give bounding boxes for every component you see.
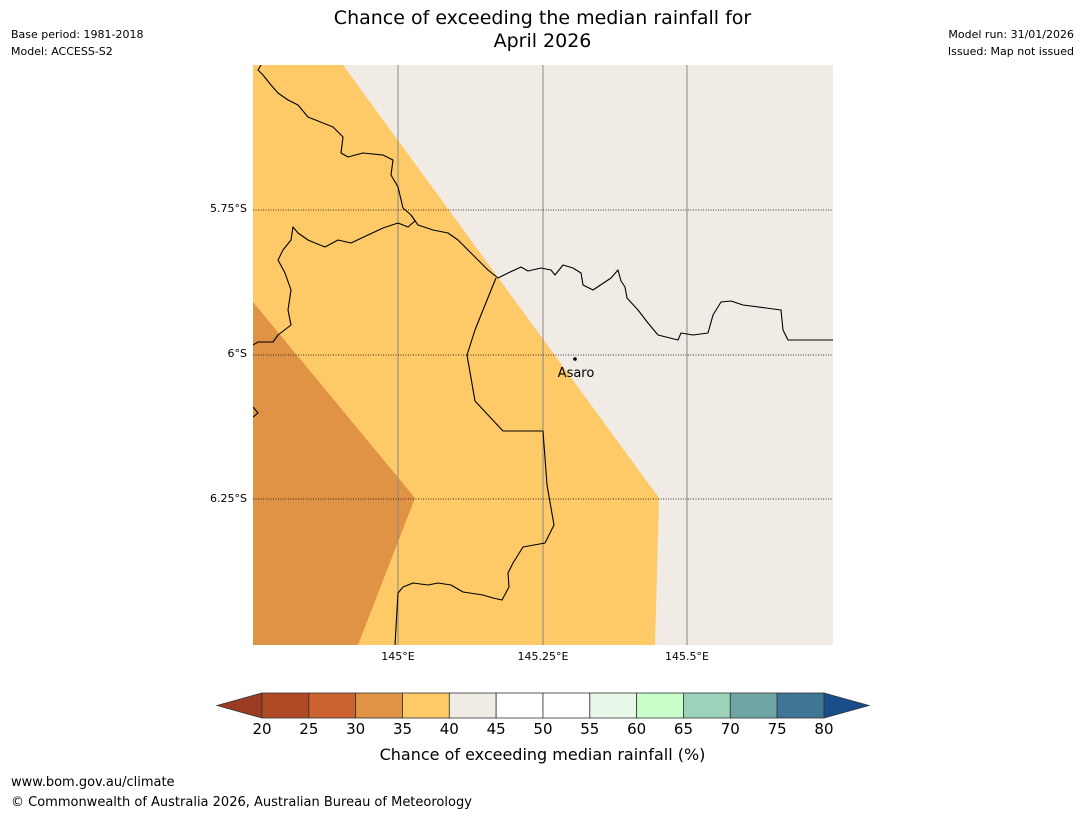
lat-label-6s: 6°S <box>227 347 247 360</box>
colorbar-arrow-right <box>823 692 871 719</box>
colorbar-tick-label: 20 <box>252 720 272 738</box>
colorbar-tick-label: 30 <box>346 720 366 738</box>
lon-label-145e: 145°E <box>381 650 415 663</box>
meta-left: Base period: 1981-2018 Model: ACCESS-S2 <box>11 26 143 60</box>
province-boundary-fragment <box>253 406 259 418</box>
colorbar-title: Chance of exceeding median rainfall (%) <box>379 745 706 764</box>
lon-label-145-5e: 145.5°E <box>665 650 709 663</box>
colorbar-cell-75-80 <box>776 692 825 719</box>
province-boundary-north <box>410 214 833 341</box>
colorbar-cell-55-60 <box>589 692 638 719</box>
colorbar-cell-35-40 <box>402 692 450 719</box>
base-period: Base period: 1981-2018 <box>11 28 144 41</box>
colorbar-tick-label: 55 <box>580 720 600 738</box>
colorbar-tick-label: 35 <box>392 720 413 738</box>
province-boundary-south <box>394 277 555 645</box>
colorbar-cell-40-45 <box>448 692 497 719</box>
issued-status: Issued: Map not issued <box>947 45 1074 58</box>
asaro-marker <box>573 357 577 361</box>
lat-label-6-25s: 6.25°S <box>210 492 247 505</box>
lat-label-5-75s: 5.75°S <box>210 202 247 215</box>
province-boundaries <box>253 65 833 645</box>
colorbar-tick-label: 50 <box>533 720 553 738</box>
colorbar-tick-label: 70 <box>720 720 740 738</box>
colorbar-cell-30-35 <box>355 692 403 719</box>
colorbar-tick-label: 75 <box>767 720 787 738</box>
colorbar-cell-50-55 <box>542 692 591 719</box>
colorbar-cell-65-70 <box>683 692 731 719</box>
map-title: Chance of exceeding the median rainfall … <box>333 7 752 52</box>
parallel-lines <box>253 209 833 500</box>
asaro-label: Asaro <box>558 366 595 381</box>
model-name: Model: ACCESS-S2 <box>11 45 113 58</box>
colorbar-arrow-left <box>215 692 263 719</box>
colorbar-cell-45-50 <box>495 692 544 719</box>
colorbar-cell-70-75 <box>729 692 778 719</box>
colorbar-cell-60-65 <box>636 692 684 719</box>
colorbar-tick-label: 65 <box>673 720 694 738</box>
forecast-map: Asaro <box>253 65 833 645</box>
colorbar-cells <box>261 692 825 719</box>
colorbar-tick-label: 60 <box>627 720 647 738</box>
province-boundary-west <box>253 65 416 346</box>
colorbar-cell-20-25 <box>261 692 310 719</box>
footer-copyright: © Commonwealth of Australia 2026, Austra… <box>11 795 472 810</box>
model-run: Model run: 31/01/2026 <box>948 28 1074 41</box>
colorbar-tick-label: 45 <box>486 720 506 738</box>
footer-url[interactable]: www.bom.gov.au/climate <box>11 775 175 790</box>
zone-30-35 <box>253 302 415 645</box>
colorbar-tick-label: 40 <box>439 720 459 738</box>
colorbar-tick-label: 25 <box>299 720 319 738</box>
colorbar <box>215 692 871 719</box>
colorbar-cell-25-30 <box>308 692 357 719</box>
lon-label-145-25e: 145.25°E <box>517 650 569 663</box>
meta-right: Model run: 31/01/2026 Issued: Map not is… <box>948 26 1074 60</box>
colorbar-tick-label: 80 <box>814 720 834 738</box>
